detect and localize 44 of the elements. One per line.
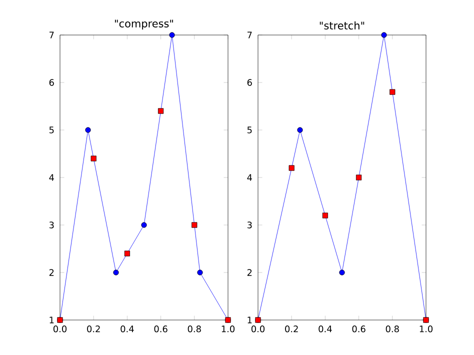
- point: [158, 108, 164, 114]
- y-tick-label: 6: [247, 79, 252, 86]
- x-tick-label: 1.0: [420, 326, 433, 332]
- y-tick-label: 1: [50, 316, 54, 324]
- y-tick-label: 5: [49, 126, 54, 134]
- y-tick-label: 3: [247, 222, 252, 228]
- point: [288, 165, 294, 171]
- y-tick-label: 4: [247, 174, 252, 181]
- point: [192, 222, 198, 228]
- y-tick-label: 2: [49, 269, 54, 276]
- y-tick-label: 4: [49, 174, 54, 181]
- y-tick-label: 2: [247, 269, 252, 276]
- chart-title: "compress": [114, 20, 174, 30]
- x-tick-label: 0.4: [318, 326, 332, 332]
- x-tick-label: 0.8: [188, 326, 201, 332]
- y-tick-label: 7: [50, 32, 54, 38]
- y-tick-label: 5: [247, 126, 252, 134]
- point: [197, 270, 203, 276]
- x-tick-label: 0.6: [352, 326, 366, 332]
- point: [141, 222, 147, 228]
- point: [381, 32, 387, 38]
- point: [113, 270, 119, 276]
- x-tick-label: 0.8: [386, 326, 399, 332]
- point: [322, 212, 328, 218]
- point: [356, 174, 362, 180]
- x-tick-label: 0.0: [53, 326, 67, 332]
- x-tick-label: 1.0: [222, 326, 235, 332]
- point: [85, 127, 91, 133]
- x-tick-label: 0.0: [251, 326, 265, 332]
- x-tick-label: 0.4: [120, 326, 134, 332]
- y-tick-label: 7: [248, 32, 252, 38]
- x-tick-label: 0.6: [154, 326, 168, 332]
- x-tick-label: 0.2: [87, 326, 100, 332]
- y-tick-label: 3: [49, 222, 54, 228]
- point: [297, 127, 303, 133]
- y-tick-label: 1: [248, 316, 252, 324]
- x-tick-label: 0.2: [285, 326, 298, 332]
- chart-title: "stretch": [320, 21, 364, 30]
- point: [124, 250, 130, 256]
- point: [90, 156, 96, 162]
- y-tick-label: 6: [49, 79, 54, 86]
- point: [339, 270, 345, 276]
- point: [390, 89, 396, 95]
- point: [169, 32, 175, 38]
